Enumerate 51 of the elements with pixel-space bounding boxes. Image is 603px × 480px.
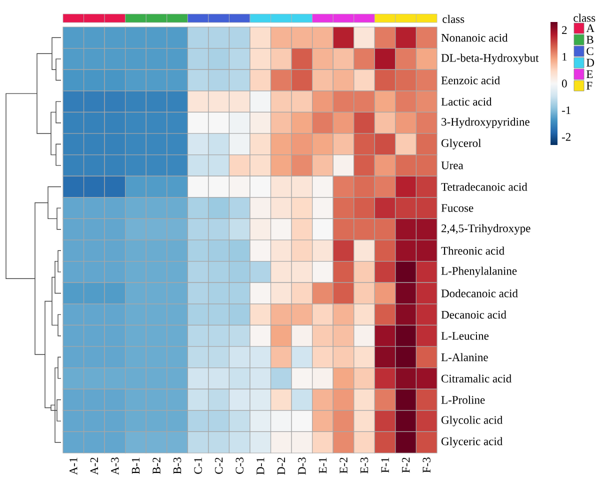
text: class bbox=[442, 14, 464, 23]
y-tick-label: Glyceric acid bbox=[442, 437, 503, 448]
y-tick-label: Glycerol bbox=[442, 138, 482, 150]
x-tick-label: F-3 bbox=[422, 458, 430, 473]
x-tick-label: A-3 bbox=[111, 458, 119, 475]
x-tick-label: C-2 bbox=[214, 458, 223, 474]
y-tick-label: Glycolic acid bbox=[442, 416, 503, 426]
x-tick-label: B-3 bbox=[173, 457, 182, 474]
x-tick-label: B-2 bbox=[152, 458, 160, 474]
y-tick-label: Threonic acid bbox=[441, 246, 504, 255]
color-bar-label: 2 bbox=[562, 26, 567, 34]
text: C bbox=[586, 47, 594, 56]
x-tick-label: E-1 bbox=[318, 458, 327, 474]
y-tick-label: L-Phenylalanine bbox=[441, 266, 517, 278]
color-bar-label: 0 bbox=[562, 80, 567, 88]
y-tick-label: Decanoic acid bbox=[441, 310, 506, 319]
x-tick-label: F-2 bbox=[402, 458, 410, 473]
y-tick-label: Lactic acid bbox=[441, 98, 492, 106]
x-tick-label: E-2 bbox=[340, 458, 348, 474]
x-tick-label: D-2 bbox=[277, 458, 285, 475]
y-tick-label: L-Alanine bbox=[441, 353, 488, 362]
y-tick-label: Fucose bbox=[441, 204, 474, 212]
x-tick-label: F-1 bbox=[381, 458, 389, 473]
text: A bbox=[586, 24, 594, 32]
y-tick-label: L-Proline bbox=[441, 396, 485, 404]
y-tick-label: Dodecanoic acid bbox=[441, 289, 518, 298]
y-tick-label: Urea bbox=[441, 162, 464, 170]
x-tick-label: B-1 bbox=[132, 458, 140, 474]
text: F bbox=[586, 82, 592, 90]
x-tick-label: D-3 bbox=[298, 458, 306, 475]
y-tick-label: 3-Hydroxypyridine bbox=[442, 118, 530, 128]
x-tick-label: E-3 bbox=[360, 457, 368, 474]
color-bar-label: -2 bbox=[562, 133, 570, 141]
y-tick-label: Citramalic acid bbox=[442, 374, 512, 383]
y-tick-label: DL-beta-Hydroxybut bbox=[441, 54, 539, 64]
x-tick-label: D-1 bbox=[256, 458, 264, 475]
text: B bbox=[586, 36, 594, 44]
y-tick-label: Eenzoic acid bbox=[441, 76, 500, 84]
x-tick-label: C-1 bbox=[194, 458, 202, 474]
x-tick-label: A-1 bbox=[70, 458, 78, 475]
color-bar-label: 1 bbox=[562, 52, 567, 61]
color-bar-label: -1 bbox=[562, 106, 570, 114]
x-tick-label: C-3 bbox=[236, 457, 244, 474]
text: E bbox=[586, 70, 593, 78]
y-tick-label: L-Leucine bbox=[441, 332, 489, 340]
y-tick-label: 2,4,5-Trihydroxype bbox=[442, 224, 530, 235]
x-tick-label: A-2 bbox=[90, 458, 98, 475]
legend-title: class bbox=[574, 14, 596, 22]
y-tick-label: Nonanoic acid bbox=[441, 34, 508, 42]
text: D bbox=[586, 58, 594, 66]
y-tick-label: Tetradecanoic acid bbox=[441, 182, 528, 191]
